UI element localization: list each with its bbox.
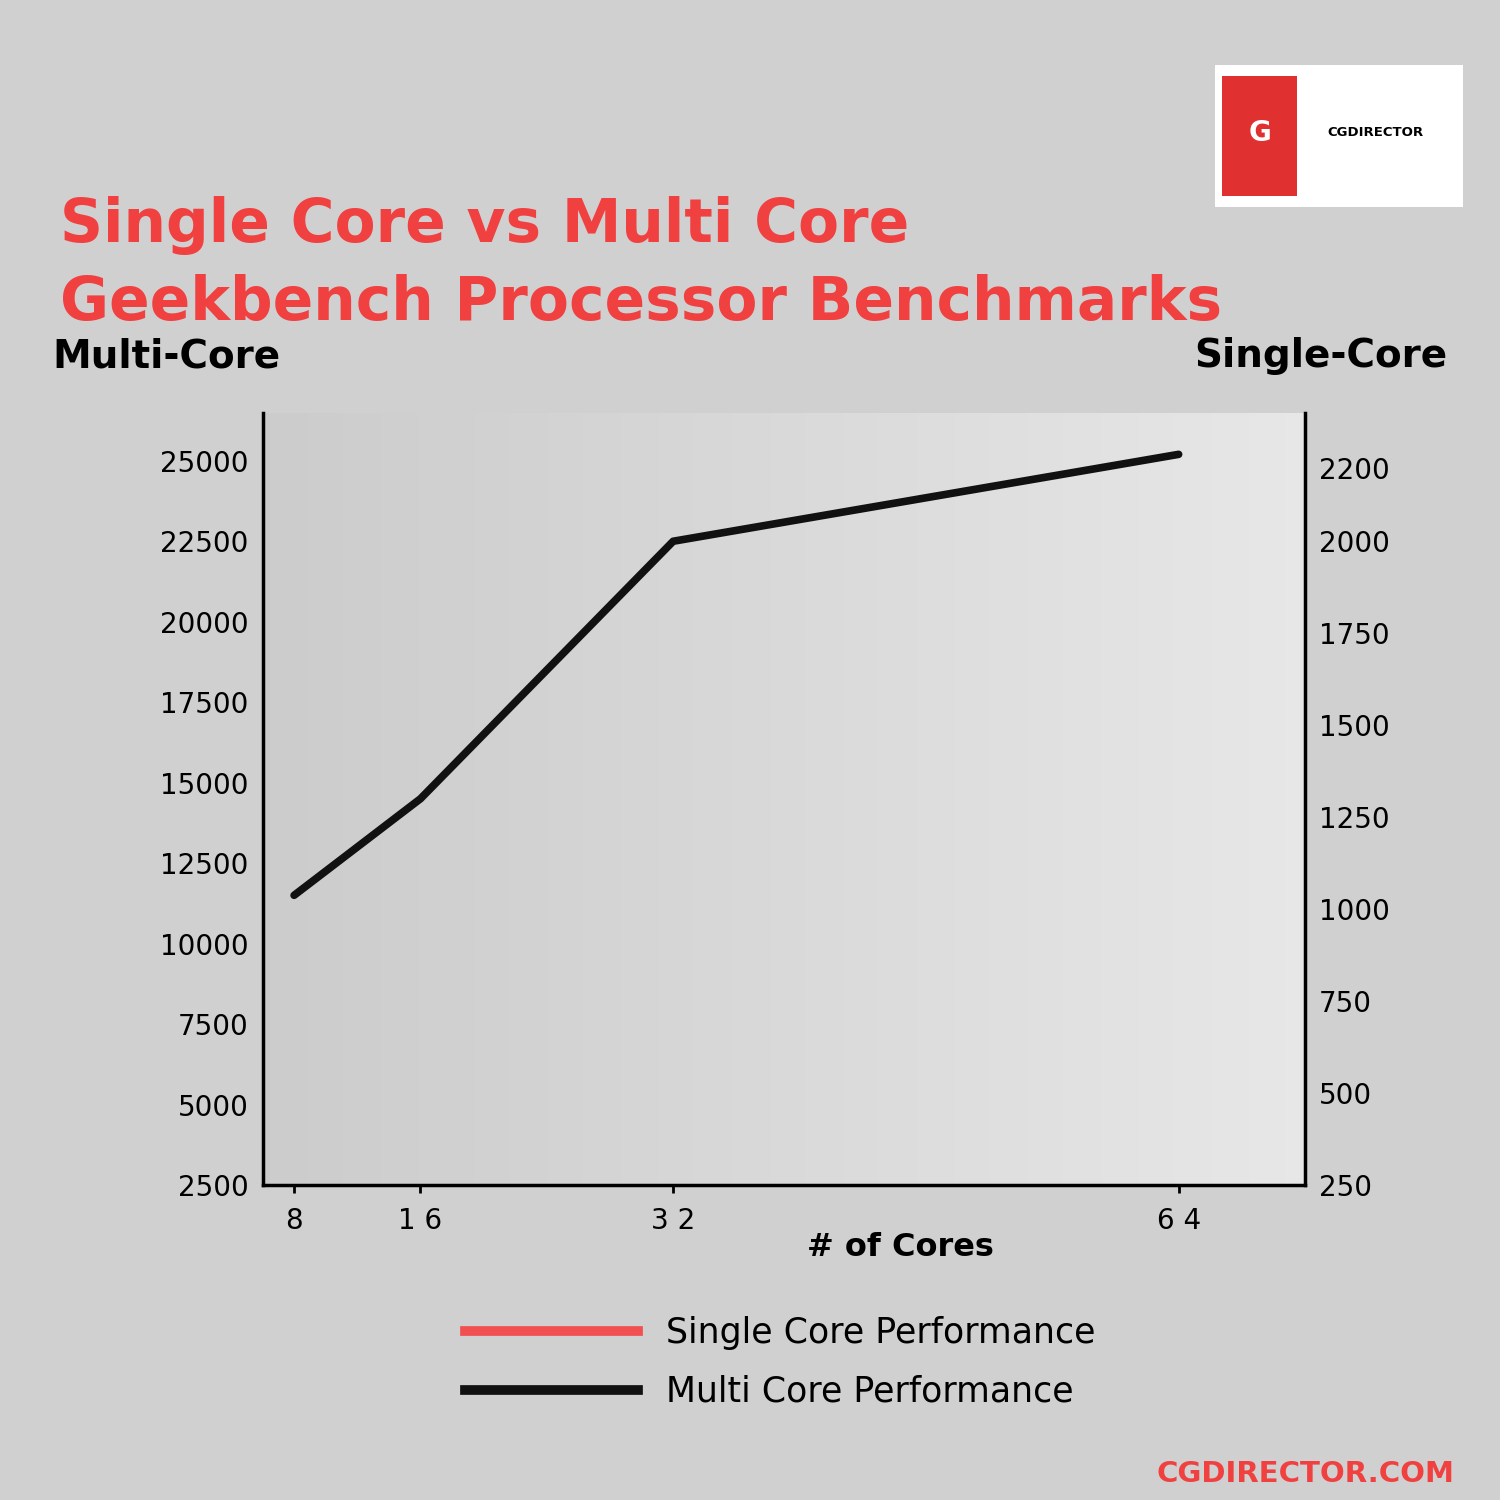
Text: Geekbench Processor Benchmarks: Geekbench Processor Benchmarks (60, 274, 1222, 333)
Legend: Single Core Performance, Multi Core Performance: Single Core Performance, Multi Core Perf… (450, 1302, 1110, 1422)
Text: # of Cores: # of Cores (807, 1232, 993, 1263)
Text: CGDIRECTOR: CGDIRECTOR (1328, 126, 1424, 140)
FancyBboxPatch shape (1222, 76, 1296, 195)
Text: Multi-Core: Multi-Core (53, 338, 280, 375)
Text: Single Core vs Multi Core: Single Core vs Multi Core (60, 196, 909, 255)
Text: CGDIRECTOR.COM: CGDIRECTOR.COM (1156, 1460, 1455, 1488)
Text: G: G (1248, 118, 1270, 147)
Text: Single-Core: Single-Core (1194, 338, 1448, 375)
